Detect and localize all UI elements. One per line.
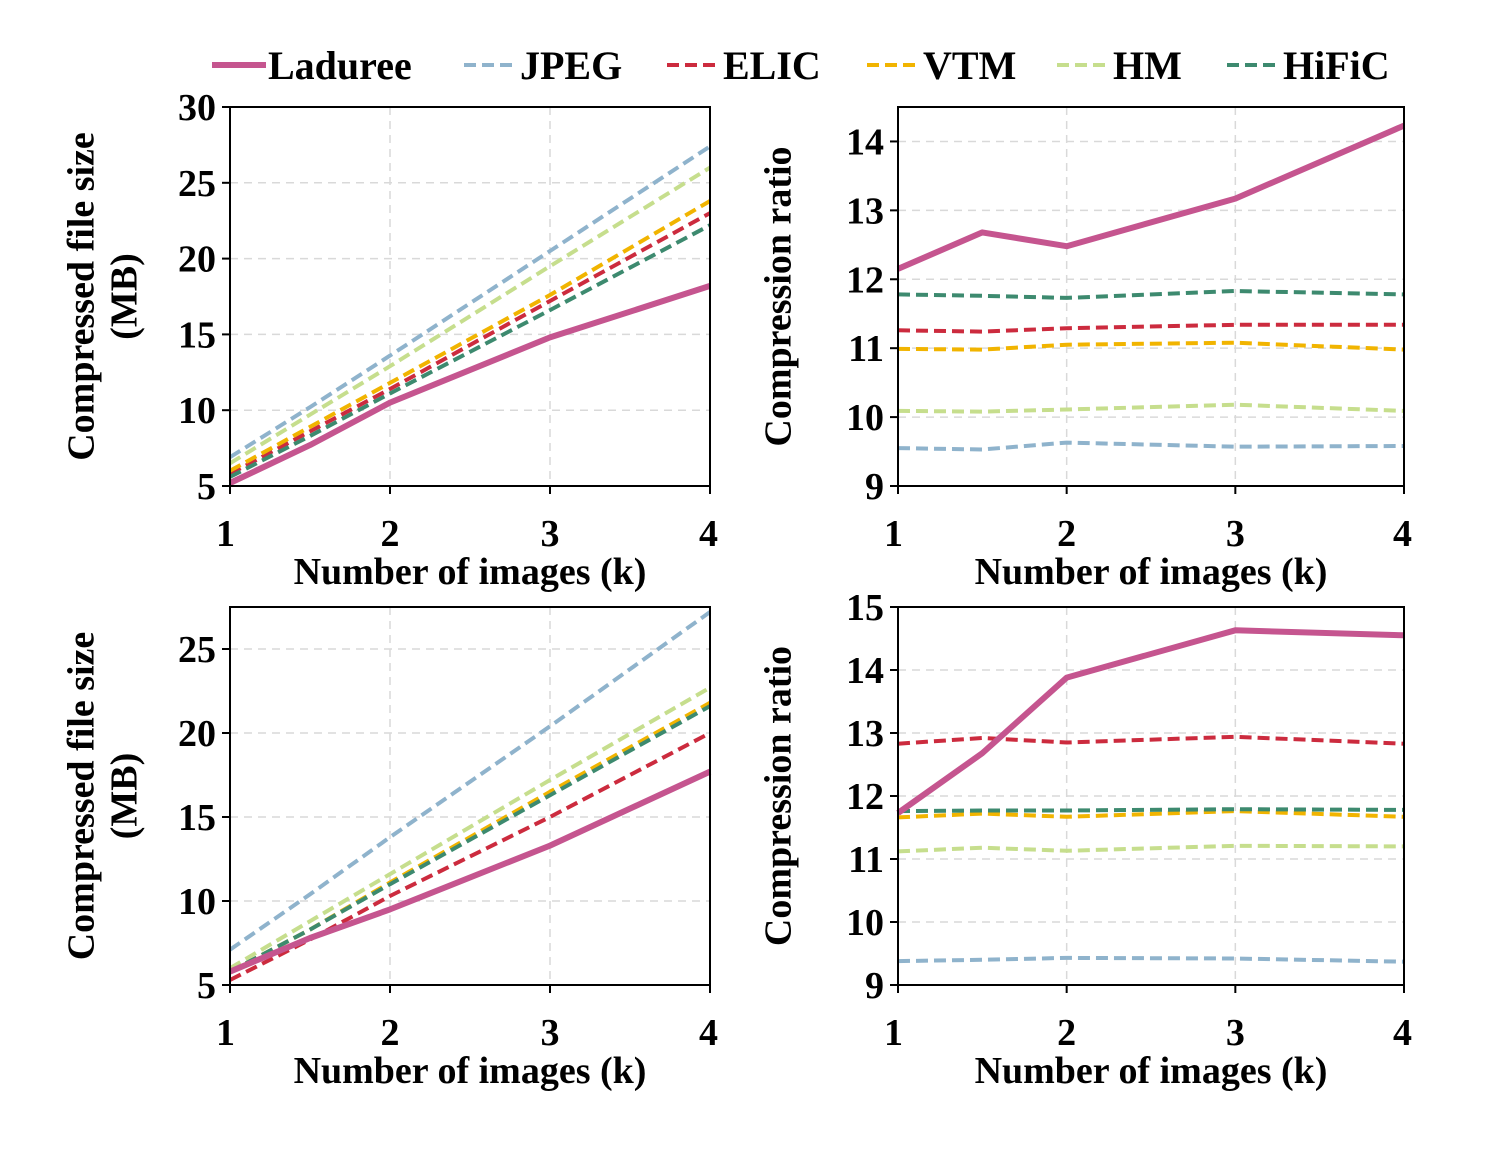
y-tick-label: 14	[846, 121, 884, 163]
y-axis-title: Compressed file size	[60, 632, 102, 961]
series-line-hm	[897, 843, 1405, 854]
series-line-jpeg	[897, 440, 1405, 452]
legend-label: HM	[1113, 43, 1182, 88]
x-tick-label: 2	[381, 513, 400, 555]
y-axis-title: Compression ratio	[757, 146, 799, 446]
series-line-vtm	[229, 701, 711, 974]
x-tick-label: 1	[216, 513, 235, 555]
x-tick-label: 1	[884, 1012, 903, 1054]
series-line-elic	[229, 211, 711, 476]
series-line-laduree	[896, 122, 1406, 272]
legend-swatch-laduree	[212, 62, 266, 68]
series-line-elic	[897, 734, 1405, 746]
series-line-jpeg	[897, 955, 1405, 964]
legend-swatch-vtm	[867, 63, 921, 67]
legend-label: JPEG	[520, 43, 623, 88]
y-tick-label: 15	[178, 314, 216, 356]
y-tick-label: 10	[846, 397, 884, 439]
x-tick-label: 3	[1226, 513, 1245, 555]
chart-panel-3: 5 10 15 20 25 1 2 3 4 Number of images (k) Compres…	[60, 606, 718, 1092]
x-tick-label: 4	[699, 513, 718, 555]
y-axis-title: (MB)	[103, 753, 145, 840]
legend: Laduree JPEG ELIC VTM HM HiFiC	[210, 40, 1410, 90]
series-line-laduree	[228, 283, 711, 486]
x-tick-label: 4	[699, 1012, 718, 1054]
y-tick-label: 9	[865, 965, 884, 1007]
y-tick-label: 20	[178, 239, 216, 281]
series-line-hm	[228, 165, 712, 466]
series-line-vtm	[897, 340, 1405, 352]
y-tick-label: 13	[846, 713, 884, 755]
y-tick-label: 12	[846, 776, 884, 818]
series-line-vtm	[897, 809, 1405, 820]
series-line-elic	[229, 731, 711, 982]
y-tick-label: 25	[178, 163, 216, 205]
series-line-hm	[228, 685, 712, 970]
series-line-hific	[229, 704, 711, 974]
series-line-hm	[897, 402, 1405, 414]
y-tick-label: 11	[848, 839, 884, 881]
x-tick-label: 4	[1393, 513, 1412, 555]
y-tick-label: 10	[846, 902, 884, 944]
y-tick-label: 12	[846, 259, 884, 301]
y-tick-label: 9	[865, 466, 884, 508]
legend-swatch-hm	[1057, 63, 1111, 67]
y-axis-title: (MB)	[103, 253, 145, 340]
legend-label: Laduree	[268, 43, 412, 88]
x-tick-label: 1	[884, 513, 903, 555]
x-axis-title: Number of images (k)	[975, 1050, 1328, 1092]
y-tick-label: 15	[178, 797, 216, 839]
plot-frame	[897, 106, 1405, 487]
y-tick-label: 11	[848, 328, 884, 370]
x-axis-title: Number of images (k)	[294, 1050, 647, 1092]
series-line-hific	[897, 289, 1405, 300]
y-tick-label: 25	[178, 629, 216, 671]
x-tick-label: 2	[381, 1012, 400, 1054]
y-tick-label: 20	[178, 713, 216, 755]
series-line-laduree	[228, 768, 712, 975]
y-tick-label: 5	[197, 466, 216, 508]
y-tick-label: 30	[178, 87, 216, 129]
y-axis-title: Compression ratio	[757, 646, 799, 946]
legend-label: ELIC	[723, 43, 821, 88]
y-tick-label: 10	[178, 881, 216, 923]
series-line-jpeg	[228, 144, 712, 459]
y-tick-label: 15	[846, 587, 884, 629]
x-tick-label: 2	[1057, 1012, 1076, 1054]
y-tick-label: 10	[178, 390, 216, 432]
x-axis-title: Number of images (k)	[975, 551, 1328, 593]
chart-panel-1: 5 10 15 20 25 30 1 2 3 4 Number of images (k) Compr…	[60, 87, 718, 593]
x-axis-title: Number of images (k)	[294, 551, 647, 593]
x-tick-label: 3	[1226, 1012, 1245, 1054]
series-line-laduree	[896, 627, 1405, 816]
series-line-elic	[897, 322, 1404, 334]
plot-frame	[229, 106, 711, 487]
y-tick-label: 5	[197, 965, 216, 1007]
series-line-hific	[229, 223, 711, 479]
legend-label: HiFiC	[1283, 43, 1390, 88]
legend-label: VTM	[923, 43, 1017, 88]
x-tick-label: 3	[541, 513, 560, 555]
x-tick-label: 3	[541, 1012, 560, 1054]
plot-frame	[229, 606, 711, 986]
x-tick-label: 1	[216, 1012, 235, 1054]
y-axis-title: Compressed file size	[60, 132, 102, 461]
series-line-jpeg	[228, 610, 712, 952]
legend-swatch-jpeg	[464, 63, 518, 67]
x-tick-label: 4	[1393, 1012, 1412, 1054]
series-line-hific	[897, 807, 1405, 814]
y-tick-label: 14	[846, 650, 884, 692]
x-tick-label: 2	[1057, 513, 1076, 555]
series-line-vtm	[229, 199, 712, 473]
legend-swatch-elic	[667, 63, 721, 67]
legend-swatch-hific	[1227, 63, 1281, 67]
y-tick-label: 13	[846, 190, 884, 232]
